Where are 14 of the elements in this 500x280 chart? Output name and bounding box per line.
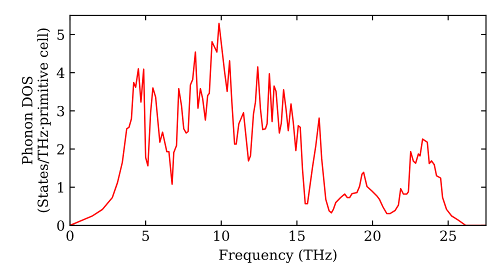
x-tick-label: 10 [214,230,230,242]
y-tick-label: 1 [58,182,64,192]
x-tick-label: 5 [142,230,149,242]
y-tick-label: 4 [56,68,64,78]
y-tick-label: 5 [57,30,64,40]
y-tick-label: 2 [57,144,64,154]
x-tick-label: 25 [440,230,456,242]
y-tick-label: 3 [57,106,64,116]
x-tick-label: 0 [66,230,74,242]
x-tick-label: 15 [290,230,305,242]
x-axis-title: Frequency (THz) [219,249,336,263]
y-axis-title: Phonon DOS (States/THz·primitive cell) [22,28,51,212]
y-tick-label: 0 [57,220,64,231]
x-tick-label: 20 [364,230,380,242]
